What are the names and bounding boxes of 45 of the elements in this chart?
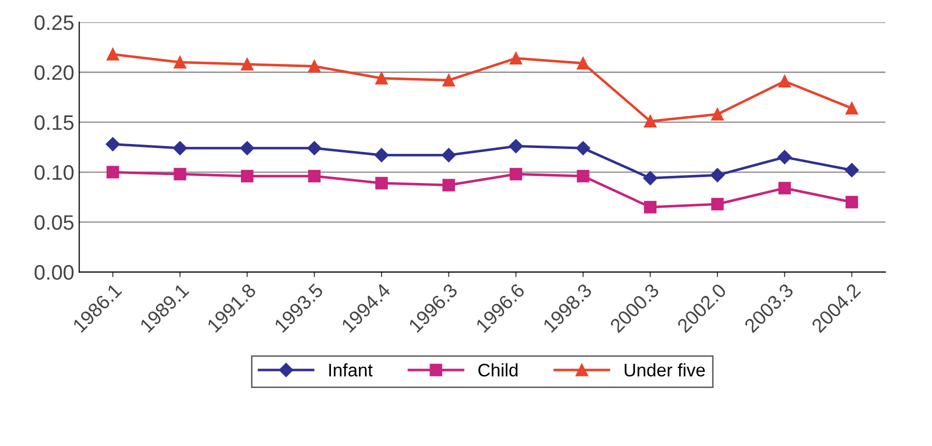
legend-label: Under five	[624, 363, 705, 376]
point	[711, 198, 724, 210]
point	[778, 182, 791, 194]
point	[308, 170, 321, 182]
point	[778, 74, 791, 88]
point	[710, 168, 725, 182]
y-tick-label: 0.20	[34, 65, 74, 80]
y-tick-label: 0.25	[34, 15, 74, 30]
point	[644, 200, 657, 214]
point	[643, 171, 658, 186]
legend-label: Child	[478, 363, 518, 376]
point	[106, 166, 120, 178]
point	[510, 168, 522, 180]
point	[374, 148, 389, 162]
point	[106, 137, 120, 152]
point	[442, 74, 455, 86]
point	[846, 196, 858, 208]
y-tick-label: 0.15	[34, 115, 74, 130]
point	[442, 178, 455, 192]
point	[172, 141, 188, 156]
point	[711, 108, 724, 120]
point	[844, 163, 859, 178]
point	[644, 114, 657, 128]
point	[240, 141, 254, 156]
point	[576, 170, 590, 182]
y-tick-label: 0.10	[34, 165, 74, 180]
point	[510, 52, 522, 65]
point	[375, 72, 388, 84]
legend-label: Infant	[329, 363, 373, 376]
point	[576, 57, 590, 70]
point	[307, 141, 322, 156]
y-tick-label: 0.05	[34, 215, 74, 230]
point	[442, 148, 456, 162]
point	[576, 141, 590, 156]
y-tick-label: 0.00	[34, 265, 74, 280]
point	[240, 58, 254, 71]
point	[106, 48, 120, 61]
point	[778, 150, 792, 164]
point	[308, 60, 321, 73]
point	[375, 176, 388, 190]
point	[846, 102, 858, 114]
point	[174, 168, 186, 180]
point	[174, 56, 186, 69]
point	[240, 170, 254, 182]
point	[508, 139, 523, 154]
